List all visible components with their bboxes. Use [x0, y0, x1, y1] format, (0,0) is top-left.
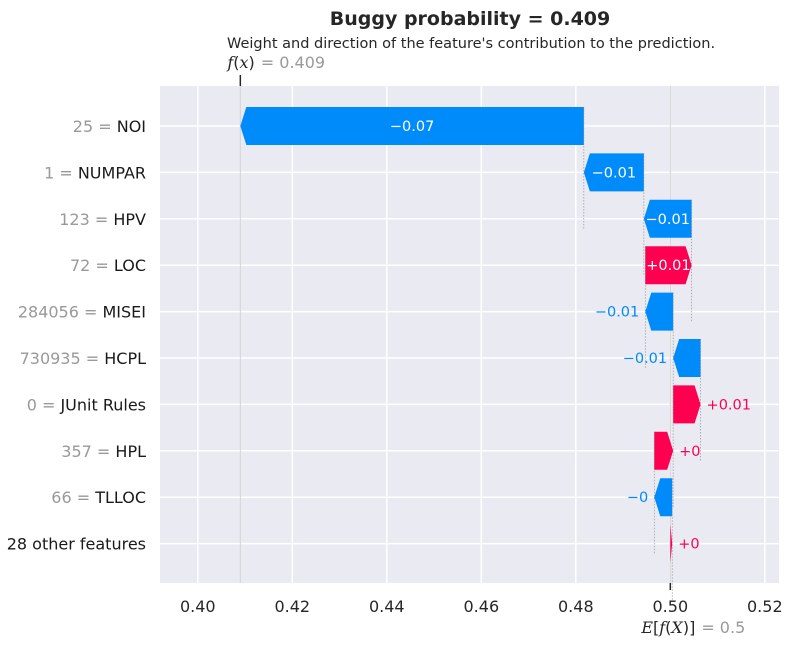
efx-close1: ]	[689, 618, 695, 637]
bar-value-label: +0.01	[646, 258, 690, 274]
feature-value: 284056 =	[18, 303, 103, 322]
y-tick-label: 66 = TLLOC	[51, 488, 146, 507]
y-tick-label: 25 = NOI	[73, 117, 146, 136]
feature-value: 1 =	[44, 163, 78, 182]
x-tick-label: 0.52	[747, 597, 783, 616]
x-tick-label: 0.46	[464, 597, 500, 616]
chart-subtitle: Weight and direction of the feature's co…	[227, 36, 715, 52]
plot-background	[160, 86, 779, 583]
feature-name: MISEI	[102, 303, 146, 322]
feature-name: HCPL	[104, 349, 146, 368]
feature-value: 66 =	[51, 488, 95, 507]
x-tick-label: 0.40	[180, 597, 216, 616]
efx-label: E[f(X)] = 0.5	[640, 618, 745, 637]
efx-close2: )	[683, 618, 689, 637]
bar-value-label: −0.01	[592, 165, 636, 181]
x-tick-label: 0.50	[653, 597, 689, 616]
efx-open2: (	[665, 618, 671, 637]
feature-name: HPV	[113, 210, 146, 229]
y-tick-label: 28 other features	[7, 535, 146, 554]
bar-value-label: +0.01	[707, 397, 751, 413]
bar-value-label: −0.01	[595, 305, 639, 321]
x-ticks-group: 0.40 0.42 0.44 0.46 0.48 0.50 0.52	[180, 597, 783, 616]
efx-e: E	[640, 618, 653, 637]
bar-value-label: −0.01	[623, 351, 667, 367]
feature-value: 357 =	[61, 442, 115, 461]
feature-name: NUMPAR	[78, 163, 146, 182]
waterfall-bar	[643, 199, 692, 238]
x-tick-label: 0.48	[558, 597, 594, 616]
waterfall-bar	[583, 153, 644, 192]
y-tick-label: 730935 = HCPL	[20, 349, 147, 368]
feature-name: NOI	[117, 117, 146, 136]
fx-annotation: f(x) = 0.409	[226, 53, 325, 86]
waterfall-bar	[645, 246, 692, 285]
bar-value-label: −0.07	[390, 119, 434, 135]
x-tick-label: 0.42	[274, 597, 310, 616]
y-labels-group: 25 = NOI 1 = NUMPAR 123 = HPV 72 = LOC 28405…	[7, 117, 146, 554]
bar-value-label: −0.01	[646, 212, 690, 228]
efx-value: = 0.5	[701, 618, 745, 637]
efx-open1: [	[653, 618, 659, 637]
waterfall-bar	[673, 385, 701, 424]
fx-open: (	[233, 53, 239, 72]
fx-value: = 0.409	[261, 53, 325, 72]
feature-value: 25 =	[73, 117, 117, 136]
fx-close: )	[249, 53, 255, 72]
efx-x: X	[669, 618, 683, 637]
efx-f: f	[658, 618, 668, 637]
feature-name: LOC	[114, 256, 146, 275]
waterfall-bar	[645, 292, 674, 331]
y-tick-label: 72 = LOC	[70, 256, 146, 275]
waterfall-bar	[654, 478, 673, 517]
feature-name: 28 other features	[7, 535, 146, 554]
feature-value: 123 =	[59, 210, 113, 229]
y-tick-label: 284056 = MISEI	[18, 303, 146, 322]
waterfall-bar	[654, 431, 674, 470]
chart-title: Buggy probability = 0.409	[330, 8, 611, 30]
feature-name: TLLOC	[94, 488, 146, 507]
bar-value-label: +0	[678, 537, 699, 553]
feature-value: 72 =	[70, 256, 114, 275]
waterfall-bar	[240, 107, 584, 145]
y-tick-label: 123 = HPV	[59, 210, 146, 229]
y-tick-label: 1 = NUMPAR	[44, 163, 146, 182]
efx-annotation: E[f(X)] = 0.5	[640, 583, 745, 637]
feature-name: HPL	[115, 442, 146, 461]
feature-value: 0 =	[27, 395, 61, 414]
y-tick-label: 357 = HPL	[61, 442, 146, 461]
bar-value-label: −0	[627, 490, 648, 506]
bars-group: −0.07 −0.01 −0.01 +0.01 −0.01 −0.01 +0.01 +0 −0 +…	[240, 107, 751, 601]
waterfall-bar	[670, 524, 673, 563]
waterfall-bar	[673, 339, 701, 377]
y-tick-label: 0 = JUnit Rules	[27, 395, 146, 414]
feature-value: 730935 =	[20, 349, 105, 368]
x-tick-label: 0.44	[369, 597, 405, 616]
bar-value-label: +0	[679, 444, 700, 460]
fx-label: f(x) = 0.409	[226, 53, 325, 72]
fx-f: f	[226, 53, 236, 72]
fx-x: x	[240, 53, 249, 72]
feature-name: JUnit Rules	[59, 395, 146, 414]
